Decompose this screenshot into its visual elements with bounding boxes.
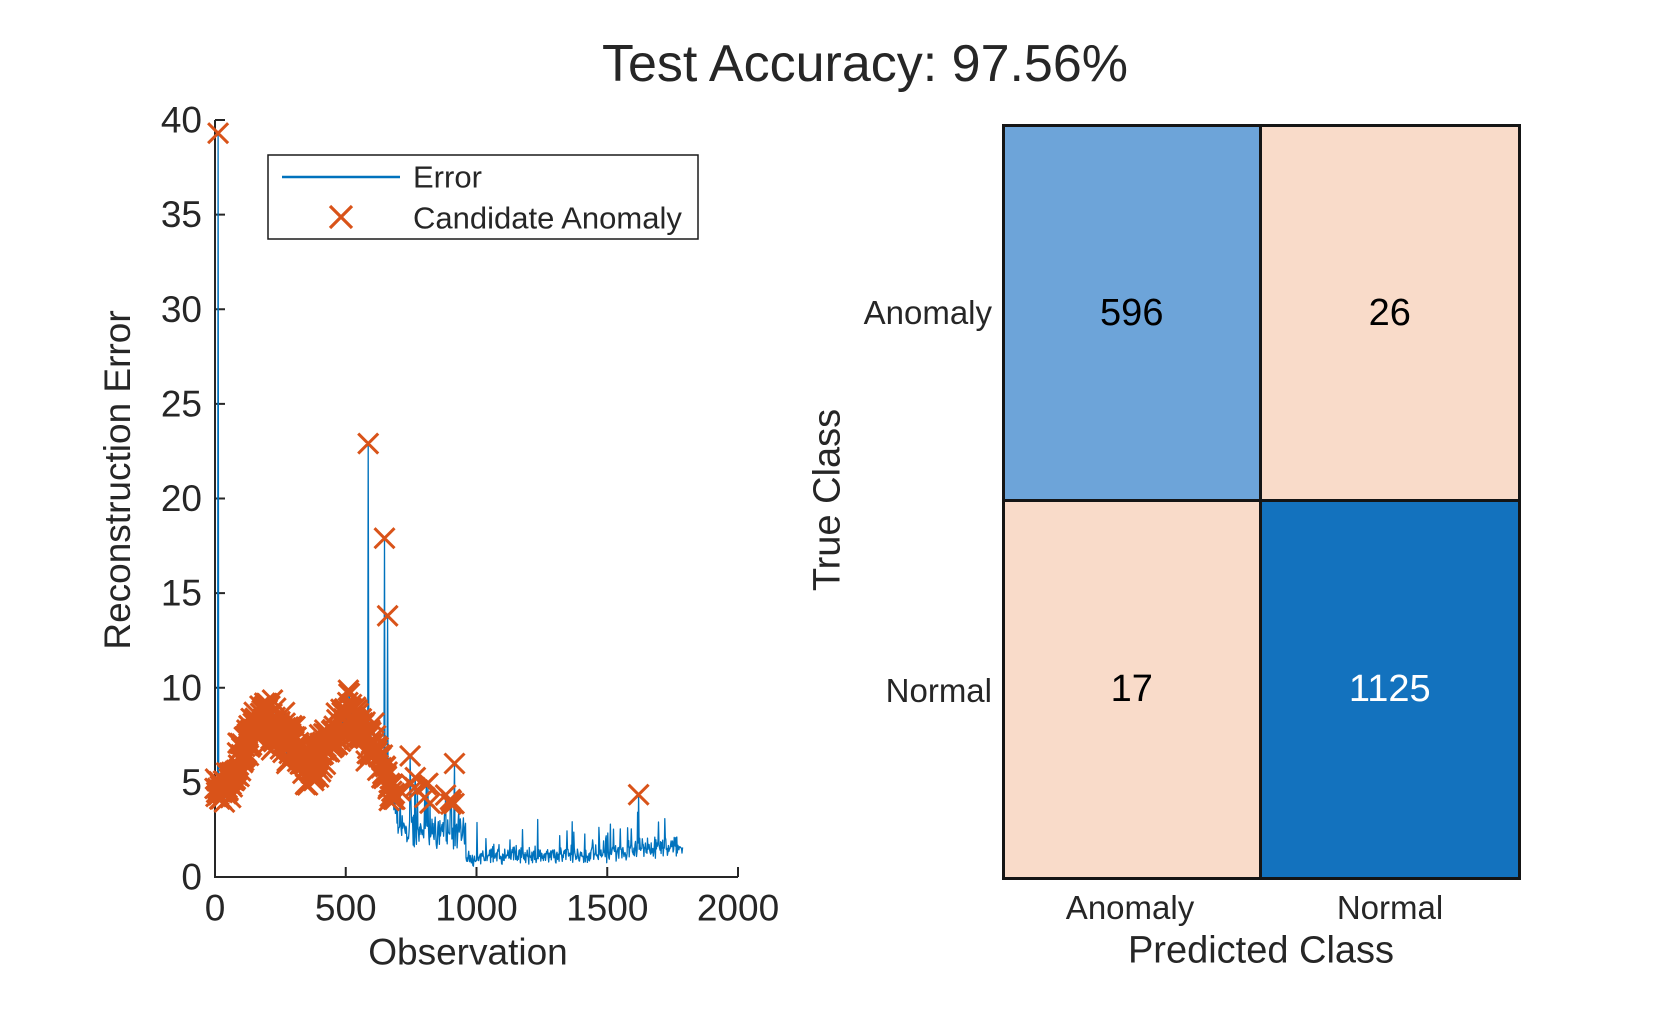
y-tick-label: 0: [181, 857, 202, 898]
y-tick-label: 10: [161, 667, 202, 708]
legend-x-marker-sample: [328, 204, 354, 230]
cell-value: 596: [1100, 291, 1164, 334]
error-plot: 0 5 10 15 20 25 30 35 40 0 500 1000 1500 2000 Reconst…: [97, 100, 779, 973]
cell-true-normal-pred-normal: 1125: [1261, 502, 1518, 877]
plot-axes-and-series: 0 5 10 15 20 25 30 35 40 0 500 1000 1500 2000: [161, 100, 779, 929]
anomaly-markers: [203, 122, 650, 816]
x-axis-label: Observation: [368, 932, 568, 973]
x-tick-label: 1500: [566, 888, 648, 929]
y-tick-label: 25: [161, 383, 202, 424]
x-tick-label: 1000: [435, 888, 517, 929]
row-label-anomaly: Anomaly: [863, 294, 992, 331]
y-axis-label: Reconstruction Error: [97, 310, 138, 649]
y-tick-label: 35: [161, 194, 202, 235]
y-tick-label: 20: [161, 478, 202, 519]
cell-true-normal-pred-anomaly: 17: [1005, 502, 1262, 877]
col-label-anomaly: Anomaly: [1065, 889, 1195, 926]
x-tick-label: 2000: [697, 888, 779, 929]
legend-label-candidate-anomaly: Candidate Anomaly: [413, 201, 682, 236]
legend: Error Candidate Anomaly: [267, 154, 699, 240]
y-tick-label: 5: [181, 762, 202, 803]
x-tick-label: 500: [315, 888, 377, 929]
confusion-matrix: 596 26 17 1125: [1002, 124, 1521, 880]
predicted-class-label: Predicted Class: [1127, 929, 1395, 972]
col-label-normal: Normal: [1336, 889, 1444, 926]
y-tick-label: 30: [161, 289, 202, 330]
cell-value: 1125: [1348, 668, 1431, 710]
cell-value: 26: [1368, 291, 1411, 334]
figure-title: Test Accuracy: 97.56%: [601, 35, 1129, 93]
cell-true-anomaly-pred-normal: 26: [1261, 127, 1518, 502]
cell-value: 17: [1110, 668, 1153, 710]
legend-box: [267, 154, 699, 240]
x-tick-label: 0: [205, 888, 226, 929]
row-label-normal: Normal: [885, 672, 992, 709]
y-tick-label: 40: [161, 100, 202, 141]
legend-label-error: Error: [413, 160, 482, 195]
cell-true-anomaly-pred-anomaly: 596: [1005, 127, 1262, 502]
true-class-label: True Class: [806, 408, 849, 592]
y-tick-label: 15: [161, 573, 202, 614]
